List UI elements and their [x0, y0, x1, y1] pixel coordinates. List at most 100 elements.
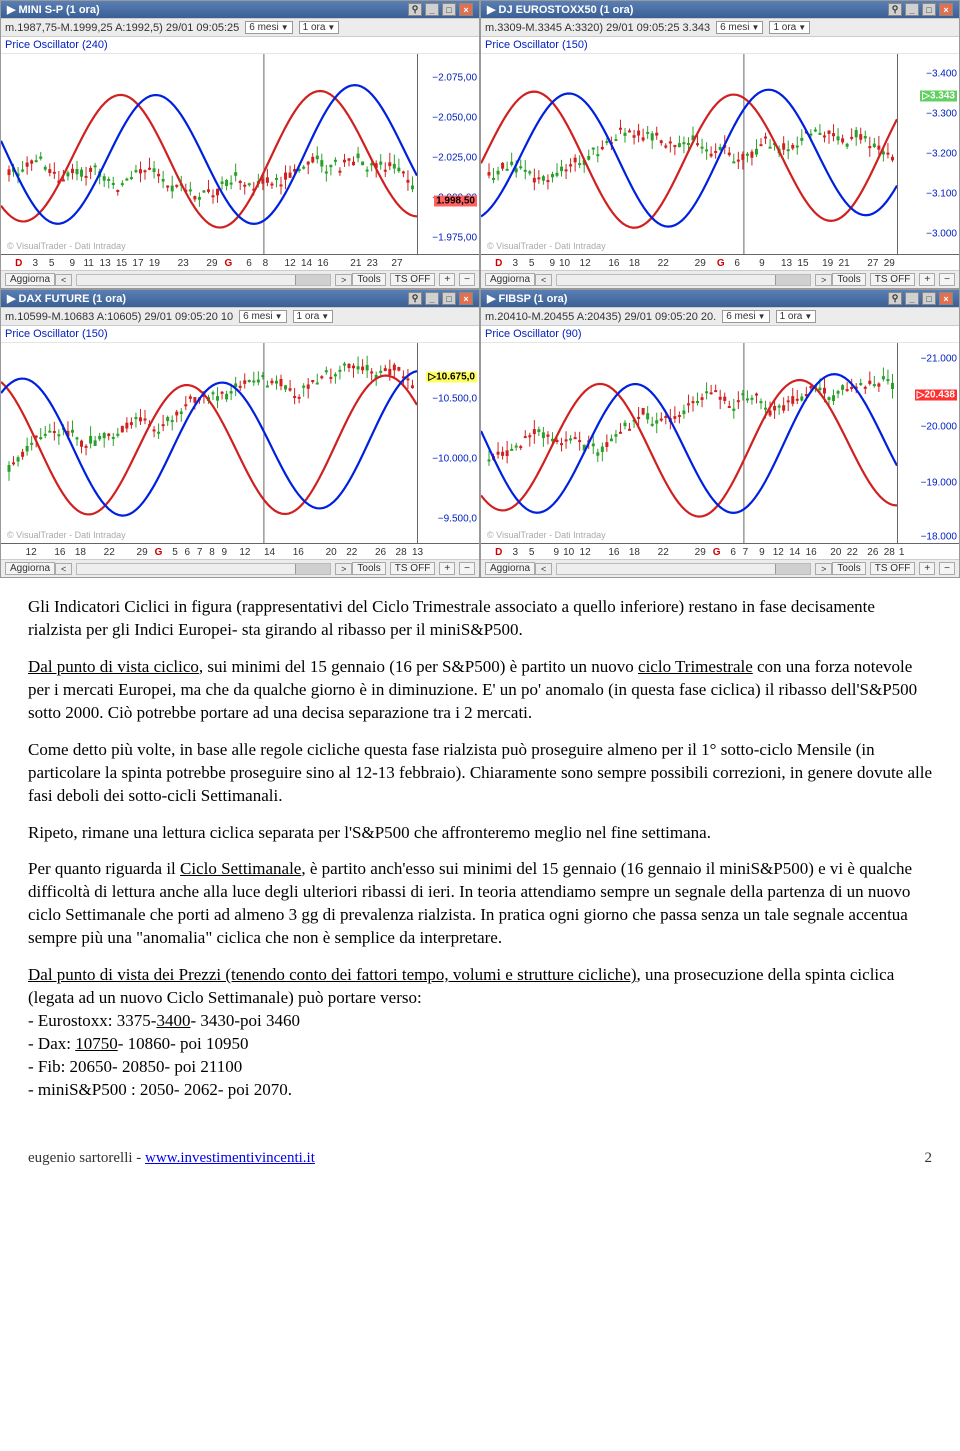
- zoom-in-button[interactable]: +: [439, 273, 455, 286]
- zoom-out-button[interactable]: −: [939, 562, 955, 575]
- close-button[interactable]: ×: [939, 3, 953, 16]
- x-tick: 8: [263, 258, 269, 269]
- x-tick: 16: [806, 547, 817, 558]
- scrollbar[interactable]: [556, 274, 811, 286]
- y-tick: −3.000: [926, 229, 957, 240]
- title-bar: ▶ FIBSP (1 ora) ⚲ _ □ ×: [481, 290, 959, 307]
- y-tick: −2.050,00: [432, 113, 477, 124]
- pin-icon[interactable]: ⚲: [408, 3, 422, 16]
- minimize-button[interactable]: _: [905, 292, 919, 305]
- zoom-out-button[interactable]: −: [459, 273, 475, 286]
- range-select[interactable]: 6 mesi▼: [716, 21, 763, 34]
- resolution-select[interactable]: 1 ora▼: [293, 310, 334, 323]
- maximize-button[interactable]: □: [442, 3, 456, 16]
- refresh-button[interactable]: Aggiorna: [5, 273, 55, 286]
- tools-button[interactable]: Tools: [832, 273, 865, 286]
- x-tick: 10: [559, 258, 570, 269]
- x-tick: 9: [554, 547, 560, 558]
- range-select[interactable]: 6 mesi▼: [722, 310, 769, 323]
- range-select[interactable]: 6 mesi▼: [245, 21, 292, 34]
- maximize-button[interactable]: □: [442, 292, 456, 305]
- scrollbar[interactable]: [556, 563, 811, 575]
- scroll-left-button[interactable]: <: [535, 563, 552, 575]
- zoom-in-button[interactable]: +: [439, 562, 455, 575]
- zoom-in-button[interactable]: +: [919, 273, 935, 286]
- scroll-left-button[interactable]: <: [55, 274, 72, 286]
- footer-link[interactable]: www.investimentivincenti.it: [145, 1150, 315, 1166]
- pin-icon[interactable]: ⚲: [888, 3, 902, 16]
- scroll-right-button[interactable]: >: [815, 274, 832, 286]
- refresh-button[interactable]: Aggiorna: [5, 562, 55, 575]
- ts-toggle[interactable]: TS OFF: [870, 562, 916, 575]
- x-tick: 26: [867, 547, 878, 558]
- x-tick: 8: [209, 547, 215, 558]
- x-tick: 22: [104, 547, 115, 558]
- close-button[interactable]: ×: [459, 292, 473, 305]
- x-tick: G: [713, 547, 721, 558]
- y-tick: −2.075,00: [432, 73, 477, 84]
- chevron-down-icon: ▼: [327, 23, 335, 32]
- watermark: © VisualTrader - Dati Intraday: [487, 530, 606, 540]
- refresh-button[interactable]: Aggiorna: [485, 273, 535, 286]
- minimize-button[interactable]: _: [425, 292, 439, 305]
- scrollbar[interactable]: [76, 563, 331, 575]
- indicator-label: Price Oscillator (150): [1, 326, 479, 343]
- tools-button[interactable]: Tools: [352, 273, 385, 286]
- maximize-button[interactable]: □: [922, 3, 936, 16]
- x-tick: 29: [695, 258, 706, 269]
- meta-bar: m.20410-M.20455 A:20435) 29/01 09:05:20 …: [481, 307, 959, 326]
- x-tick: 18: [629, 258, 640, 269]
- close-button[interactable]: ×: [459, 3, 473, 16]
- x-tick: 26: [375, 547, 386, 558]
- x-tick: 7: [197, 547, 203, 558]
- x-tick: 10: [563, 547, 574, 558]
- ts-toggle[interactable]: TS OFF: [390, 562, 436, 575]
- x-tick: 3: [512, 547, 518, 558]
- ts-toggle[interactable]: TS OFF: [390, 273, 436, 286]
- scroll-left-button[interactable]: <: [535, 274, 552, 286]
- pin-icon[interactable]: ⚲: [408, 292, 422, 305]
- x-tick: 16: [317, 258, 328, 269]
- zoom-in-button[interactable]: +: [919, 562, 935, 575]
- pin-icon[interactable]: ⚲: [888, 292, 902, 305]
- y-tick: −19.000: [921, 478, 957, 489]
- chart-area[interactable]: −3.400−3.300−3.200−3.100−3.000▷3.343© Vi…: [481, 54, 959, 254]
- x-axis: D35911131517192329G68121416212327: [1, 254, 479, 270]
- resolution-select[interactable]: 1 ora▼: [769, 21, 810, 34]
- x-tick: 11: [83, 258, 93, 269]
- window-title: ▶ MINI S-P (1 ora): [7, 3, 100, 16]
- scroll-right-button[interactable]: >: [815, 563, 832, 575]
- maximize-button[interactable]: □: [922, 292, 936, 305]
- resolution-select[interactable]: 1 ora▼: [299, 21, 340, 34]
- resolution-select[interactable]: 1 ora▼: [776, 310, 817, 323]
- tools-button[interactable]: Tools: [832, 562, 865, 575]
- x-tick: 15: [797, 258, 808, 269]
- chart-area[interactable]: −10.500,0−10.000,0−9.500,0▷10.675,0© Vis…: [1, 343, 479, 543]
- scroll-right-button[interactable]: >: [335, 274, 352, 286]
- chart-area[interactable]: −2.075,00−2.050,00−2.025,00−2.000,00−1.9…: [1, 54, 479, 254]
- zoom-out-button[interactable]: −: [459, 562, 475, 575]
- zoom-out-button[interactable]: −: [939, 273, 955, 286]
- tools-button[interactable]: Tools: [352, 562, 385, 575]
- x-tick: 29: [884, 258, 895, 269]
- bottom-toolbar: Aggiorna < > Tools TS OFF + −: [1, 270, 479, 288]
- ts-toggle[interactable]: TS OFF: [870, 273, 916, 286]
- meta-bar: m.10599-M.10683 A:10605) 29/01 09:05:20 …: [1, 307, 479, 326]
- para-2: Dal punto di vista ciclico, sui minimi d…: [28, 656, 932, 725]
- scroll-left-button[interactable]: <: [55, 563, 72, 575]
- scroll-right-button[interactable]: >: [335, 563, 352, 575]
- refresh-button[interactable]: Aggiorna: [485, 562, 535, 575]
- page-number: 2: [925, 1150, 933, 1167]
- x-tick: 12: [580, 258, 591, 269]
- chart-panel-0: ▶ MINI S-P (1 ora) ⚲ _ □ × m.1987,75-M.1…: [0, 0, 480, 289]
- chart-area[interactable]: −21.000−20.000−19.000−18.000▷20.438© Vis…: [481, 343, 959, 543]
- minimize-button[interactable]: _: [905, 3, 919, 16]
- para-4: Ripeto, rimane una lettura ciclica separ…: [28, 822, 932, 845]
- title-bar: ▶ DJ EUROSTOXX50 (1 ora) ⚲ _ □ ×: [481, 1, 959, 18]
- x-tick: 16: [54, 547, 65, 558]
- x-tick: 12: [580, 547, 591, 558]
- scrollbar[interactable]: [76, 274, 331, 286]
- minimize-button[interactable]: _: [425, 3, 439, 16]
- close-button[interactable]: ×: [939, 292, 953, 305]
- range-select[interactable]: 6 mesi▼: [239, 310, 286, 323]
